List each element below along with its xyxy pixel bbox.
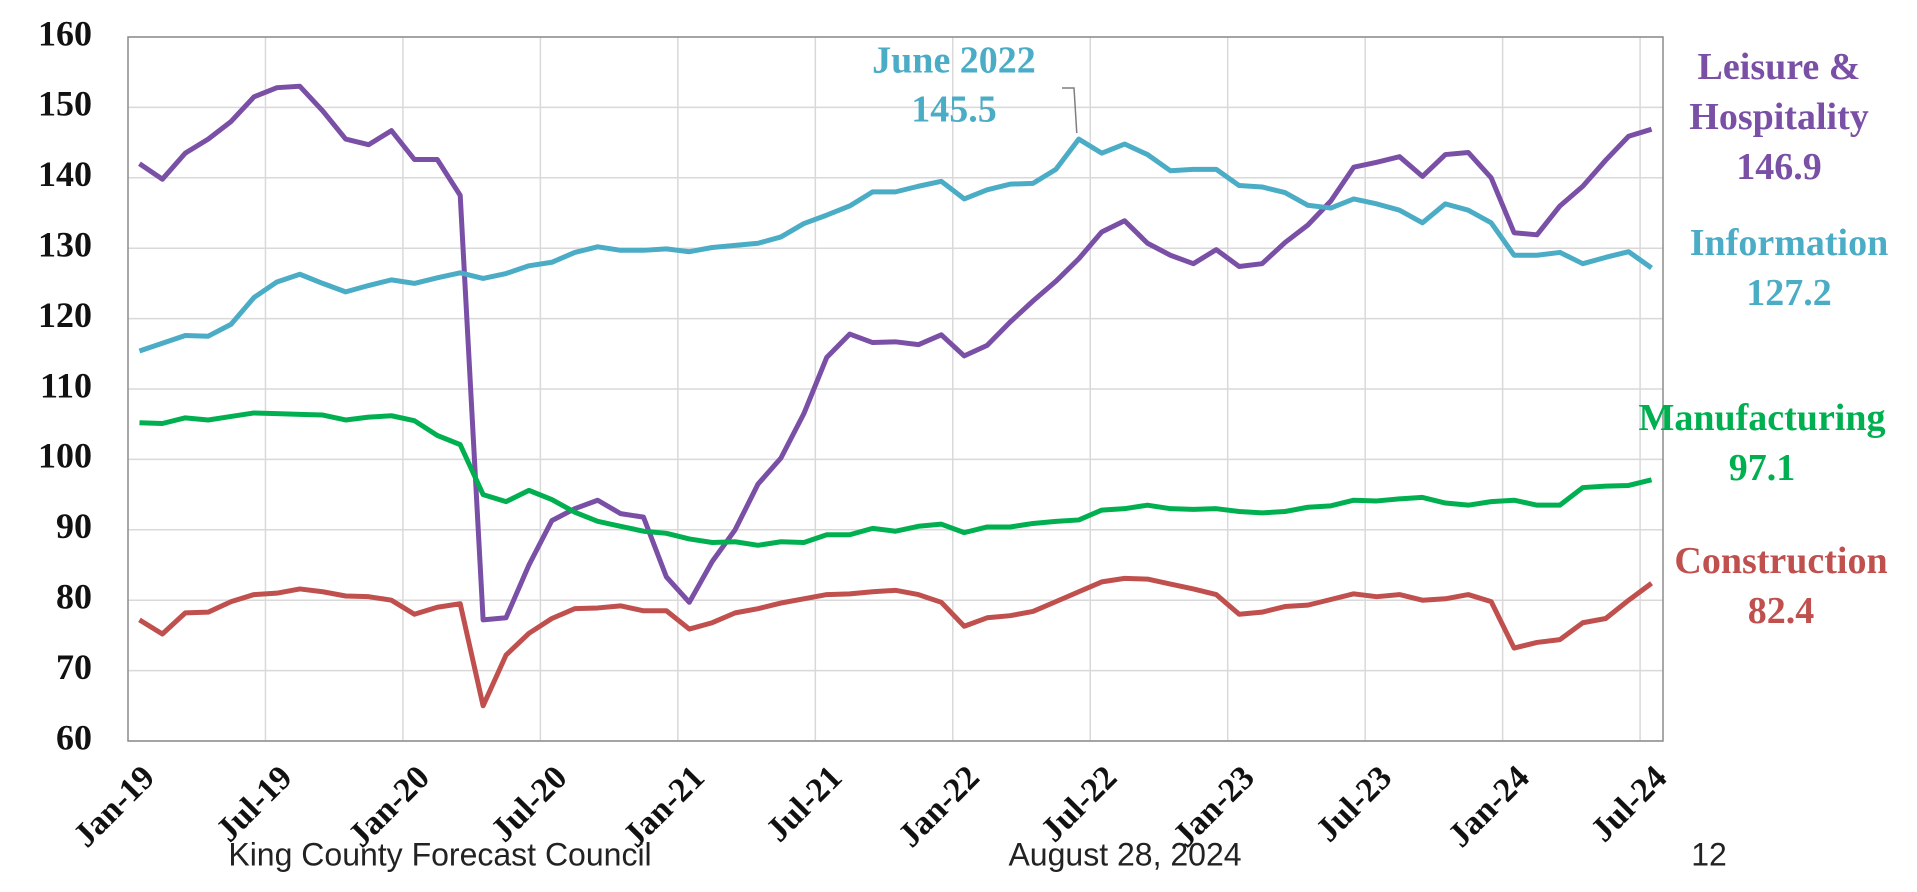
series-line: [138, 575, 1654, 709]
legend-label: Leisure & Hospitality: [1689, 46, 1869, 138]
legend-label: Construction: [1674, 540, 1888, 582]
x-tick-label: Jan-19: [66, 759, 162, 855]
footer-center: August 28, 2024: [1008, 836, 1241, 872]
y-tick-label: 150: [38, 84, 92, 124]
x-tick-label: Jul-23: [1309, 759, 1399, 849]
y-tick-label: 80: [56, 576, 92, 616]
series-line: [138, 83, 1653, 623]
y-tick-label: 160: [38, 13, 92, 53]
legend-label: Information: [1689, 222, 1889, 264]
y-tick-label: 140: [38, 154, 92, 194]
series-end-label: Information 127.2: [1639, 218, 1917, 318]
end-value-label: 82.4: [1747, 590, 1815, 632]
y-tick-label: 120: [38, 295, 92, 335]
footer-page: 12: [1691, 836, 1727, 872]
x-tick-label: Jan-24: [1441, 759, 1537, 855]
footer-left: King County Forecast Council: [228, 836, 651, 872]
end-value-label: 97.1: [1728, 447, 1796, 489]
annotation-label: June 2022: [872, 40, 1036, 82]
series-end-label: Construction 82.4: [1651, 536, 1911, 636]
x-tick-label: Jul-24: [1584, 759, 1674, 849]
series-line: [138, 136, 1653, 354]
annotation-value: 145.5: [911, 89, 997, 131]
x-tick-label: Jul-21: [759, 759, 849, 849]
end-value-label: 127.2: [1746, 272, 1832, 314]
y-tick-label: 130: [38, 224, 92, 264]
series-end-label: Leisure & Hospitality 146.9: [1649, 42, 1909, 192]
end-value-label: 146.9: [1736, 146, 1822, 188]
y-tick-label: 100: [38, 436, 92, 476]
y-tick-label: 110: [40, 365, 92, 405]
x-tick-label: Jan-22: [891, 759, 987, 855]
y-tick-label: 70: [56, 647, 92, 687]
y-tick-label: 60: [56, 717, 92, 757]
legend-label: Manufacturing: [1638, 397, 1886, 439]
series-end-label: Manufacturing 97.1: [1612, 393, 1912, 493]
y-tick-label: 90: [56, 506, 92, 546]
annotation-leader: [1062, 87, 1078, 134]
series-line: [139, 410, 1653, 548]
plot-border: [127, 36, 1664, 742]
